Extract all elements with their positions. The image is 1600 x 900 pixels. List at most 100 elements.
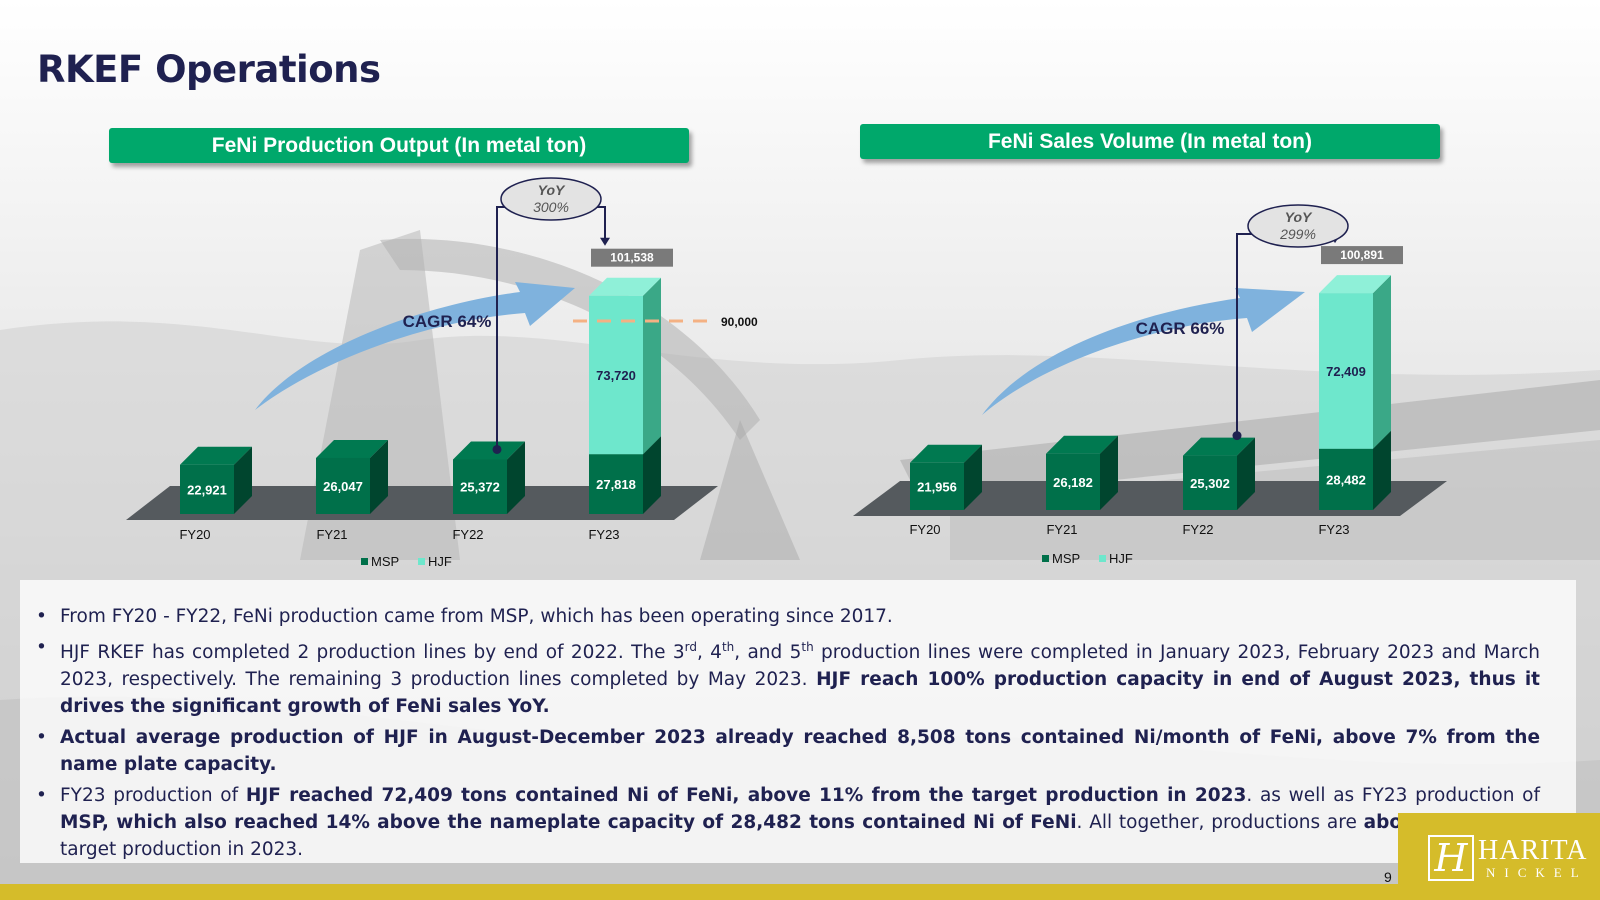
yoy-bracket-dot — [1232, 431, 1242, 441]
chart-group-0: 22,921 FY20 26,047 FY21 25,372 FY22 73,720 27,8… — [126, 177, 758, 569]
bar-msp-fy21-front — [316, 457, 370, 514]
logo-mark-icon: H — [1428, 835, 1474, 881]
cagr-label: CAGR 66% — [1136, 319, 1225, 338]
bar-msp-fy23-front — [589, 454, 643, 514]
legend-swatch-msp — [361, 558, 368, 565]
data-label-hjf: 73,720 — [596, 368, 636, 383]
data-label-msp: 25,302 — [1190, 476, 1230, 491]
bullet-text: th — [721, 640, 735, 654]
yoy-label-line1: YoY — [538, 182, 566, 198]
bar-msp-fy22-front — [1183, 455, 1237, 510]
data-label-msp: 26,182 — [1053, 475, 1093, 490]
bar-msp-fy20-top — [180, 446, 252, 465]
bar-hjf-fy23-side — [1373, 275, 1391, 449]
cagr-label: CAGR 64% — [403, 312, 492, 331]
bar-msp-fy20-side — [234, 446, 252, 514]
cagr-arrow — [255, 282, 575, 410]
data-label-msp: 26,047 — [323, 479, 363, 494]
bar-msp-fy20-front — [910, 462, 964, 510]
legend-label-hjf: HJF — [428, 554, 452, 569]
bullet-text: Actual average production of HJF in Augu… — [60, 727, 1540, 776]
bullet-text: th — [801, 640, 814, 654]
x-tick-label: FY22 — [1182, 522, 1213, 537]
bar-hjf-fy23-front — [1319, 293, 1373, 449]
legend-swatch-msp — [1042, 555, 1049, 562]
x-tick-label: FY20 — [909, 522, 940, 537]
data-label-msp: 28,482 — [1326, 472, 1366, 487]
bar-msp-fy22-side — [507, 441, 525, 514]
bullet-item: HJF RKEF has completed 2 production line… — [36, 634, 1540, 720]
bullet-text: HJF RKEF has completed 2 production line… — [60, 642, 685, 664]
yoy-label-line1: YoY — [1285, 209, 1313, 225]
bar-msp-fy20-top — [910, 444, 982, 463]
bullet-item: From FY20 - FY22, FeNi production came f… — [36, 603, 1540, 630]
bar-msp-fy22-top — [1183, 437, 1255, 456]
bar-msp-fy22-front — [453, 459, 507, 514]
yoy-label-line2: 299% — [1279, 226, 1316, 242]
legend-swatch-hjf — [418, 558, 425, 565]
bar-msp-fy23-front — [1319, 448, 1373, 510]
bullet-text: FY23 production of — [60, 785, 246, 807]
total-label-box — [1321, 246, 1403, 265]
bar-msp-fy21-top — [316, 439, 388, 458]
bullet-text: , and 5 — [734, 642, 802, 664]
page-number: 9 — [1384, 869, 1392, 885]
bullet-text: MSP, which also reached 14% above the na… — [60, 812, 1077, 834]
bar-msp-fy20-side — [964, 444, 982, 510]
x-tick-label: FY21 — [316, 527, 347, 542]
yoy-arrowhead — [600, 237, 610, 246]
yoy-bubble — [1247, 204, 1349, 248]
x-tick-label: FY21 — [1046, 522, 1077, 537]
bullet-text: , 4 — [696, 642, 722, 664]
bullet-text: HJF reach 100% production capacity in en… — [60, 669, 1541, 718]
x-tick-label: FY20 — [179, 527, 210, 542]
bar-hjf-fy23-side — [643, 277, 661, 455]
bullet-text: rd — [684, 640, 697, 654]
legend-swatch-hjf — [1099, 555, 1106, 562]
yoy-bubble — [500, 177, 602, 221]
bar-msp-fy21-side — [370, 439, 388, 514]
yoy-bracket-dot — [492, 444, 502, 454]
cagr-arrow — [982, 288, 1305, 415]
x-tick-label: FY23 — [1318, 522, 1349, 537]
bar-hjf-fy23-top — [1319, 275, 1391, 294]
yoy-label-line2: 300% — [533, 199, 569, 215]
chart-floor — [126, 486, 718, 520]
total-label-box — [591, 248, 673, 267]
sales-chart-title: FeNi Sales Volume (In metal ton) — [860, 124, 1440, 159]
chart-group-1: 21,956 FY20 26,182 FY21 25,302 FY22 72,409 28,4… — [853, 204, 1447, 566]
bullet-text: From FY20 - FY22, FeNi production came f… — [60, 606, 893, 627]
data-label-msp: 27,818 — [596, 477, 636, 492]
bullet-text: . All together, productions are — [1076, 812, 1364, 834]
harita-nickel-logo: H HARITA NICKEL — [1398, 813, 1600, 900]
data-label-msp: 25,372 — [460, 480, 500, 495]
total-label: 100,891 — [1340, 248, 1384, 262]
logo-subtitle: NICKEL — [1486, 865, 1588, 880]
bar-hjf-fy23-top — [589, 277, 661, 296]
page-title: RKEF Operations — [37, 48, 381, 91]
bullet-text: production lines were completed in Janua… — [60, 642, 1540, 691]
legend-label-hjf: HJF — [1109, 551, 1133, 566]
bullet-item: Actual average production of HJF in Augu… — [36, 724, 1540, 778]
data-label-hjf: 72,409 — [1326, 364, 1366, 379]
footer-bar — [0, 884, 1600, 900]
bar-msp-fy21-front — [1046, 453, 1100, 510]
bar-msp-fy22-side — [1237, 437, 1255, 510]
data-label-msp: 22,921 — [187, 482, 227, 497]
bullet-item: FY23 production of HJF reached 72,409 to… — [36, 782, 1540, 863]
legend-label-msp: MSP — [371, 554, 399, 569]
yoy-bracket — [496, 206, 606, 450]
legend-label-msp: MSP — [1052, 551, 1080, 566]
bar-msp-fy21-top — [1046, 435, 1118, 454]
x-tick-label: FY22 — [452, 527, 483, 542]
commentary-bullets: From FY20 - FY22, FeNi production came f… — [36, 603, 1540, 867]
chart-floor — [853, 481, 1447, 516]
bullet-text: . as well as FY23 production of — [1246, 785, 1540, 807]
data-label-msp: 21,956 — [917, 479, 957, 494]
production-chart-title: FeNi Production Output (In metal ton) — [109, 128, 689, 163]
x-tick-label: FY23 — [588, 527, 619, 542]
charts-canvas: 22,921 FY20 26,047 FY21 25,372 FY22 73,720 27,8… — [126, 177, 1447, 569]
bar-msp-fy23-side — [643, 436, 661, 514]
bar-msp-fy22-top — [453, 441, 525, 460]
bar-msp-fy20-front — [180, 464, 234, 514]
